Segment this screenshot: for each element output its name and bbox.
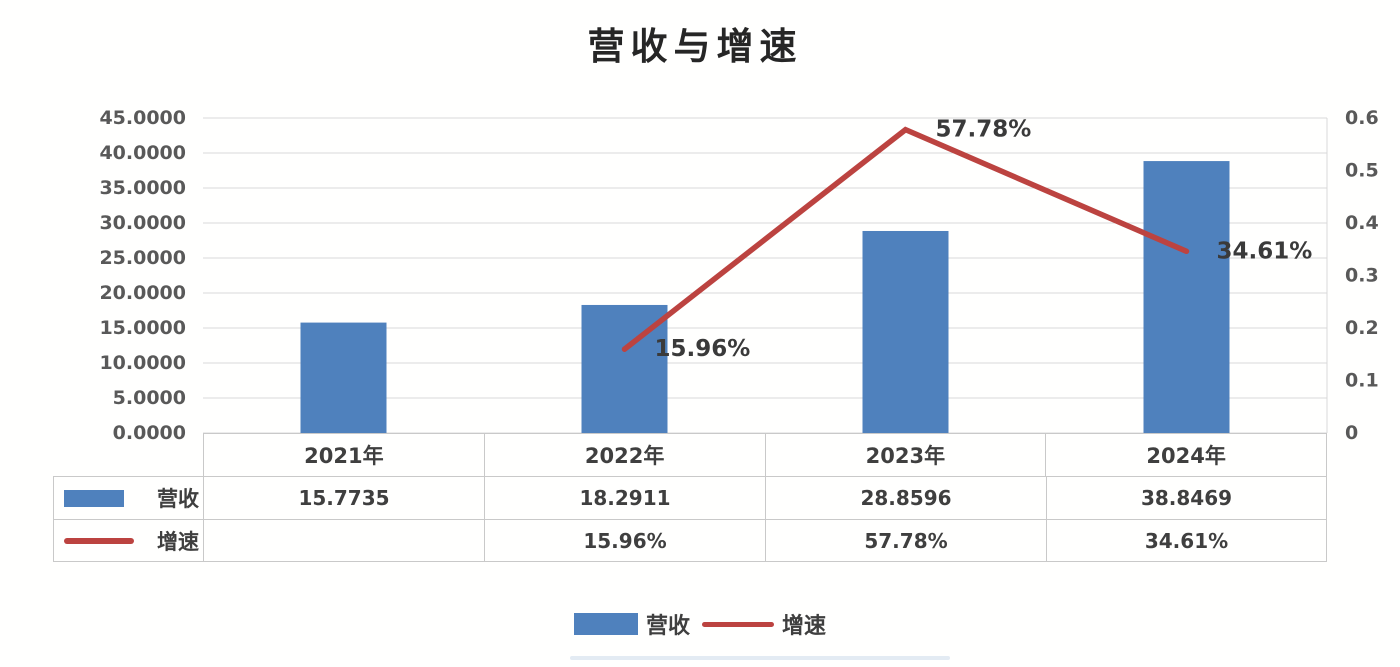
right-axis-tick-label: 0.3 [1345, 265, 1379, 287]
table-row-growth: 增速 15.96% 57.78% 34.61% [53, 519, 1327, 562]
right-axis-tick-label: 0.4 [1345, 212, 1379, 234]
right-axis-tick-label: 0 [1345, 422, 1358, 444]
bar-2023年 [862, 230, 949, 433]
left-axis-tick-label: 5.0000 [113, 387, 186, 409]
right-axis-tick-label: 0.1 [1345, 370, 1379, 392]
table-value-cell: 15.7735 [203, 477, 484, 519]
bar-2024年 [1143, 161, 1230, 433]
right-axis-tick-label: 0.2 [1345, 317, 1379, 339]
table-header-cell: 2024年 [1045, 434, 1327, 476]
table-value-cell: 15.96% [484, 520, 765, 561]
growth-row-label-cell: 增速 [53, 520, 203, 561]
right-axis-tick-label: 0.6 [1345, 107, 1379, 129]
table-value-cell: 57.78% [765, 520, 1046, 561]
line-point-label: 34.61% [1217, 238, 1313, 264]
revenue-row-label-cell: 营收 [53, 477, 203, 519]
table-value-cell: 28.8596 [765, 477, 1046, 519]
table-value-cell: 34.61% [1046, 520, 1327, 561]
table-header-cell: 2023年 [764, 434, 1046, 476]
left-axis-tick-label: 35.0000 [99, 177, 186, 199]
growth-swatch-icon [64, 537, 134, 544]
table-value-cell: 38.8469 [1046, 477, 1327, 519]
left-axis-tick-label: 0.0000 [113, 422, 186, 444]
growth-row-label: 增速 [157, 529, 199, 554]
legend-revenue-label: 营收 [645, 614, 690, 639]
legend-growth-label: 增速 [782, 614, 827, 639]
table-value-cell [203, 520, 484, 561]
table-value-cell: 18.2911 [484, 477, 765, 519]
revenue-row-label: 营收 [157, 487, 199, 511]
legend-revenue-swatch-icon [573, 613, 638, 635]
table-header-cell: 2022年 [483, 434, 765, 476]
legend-growth-swatch-icon [702, 621, 774, 627]
left-axis-tick-label: 40.0000 [99, 142, 186, 164]
left-axis-tick-label: 25.0000 [99, 247, 186, 269]
left-axis-tick-label: 15.0000 [99, 317, 186, 339]
table-header-row: 2021年 2022年 2023年 2024年 [203, 433, 1327, 476]
chart-legend: 营收 增速 [0, 607, 1400, 641]
line-point-label: 57.78% [936, 117, 1032, 143]
left-axis-tick-label: 30.0000 [99, 212, 186, 234]
left-axis-tick-label: 20.0000 [99, 282, 186, 304]
left-axis-tick-label: 45.0000 [99, 107, 186, 129]
right-axis-tick-label: 0.5 [1345, 160, 1379, 182]
chart-title: 营收与增速 [587, 24, 803, 68]
cropped-element-artifact [570, 656, 950, 660]
table-row-revenue: 营收 15.7735 18.2911 28.8596 38.8469 [53, 476, 1327, 519]
line-point-label: 15.96% [655, 336, 751, 362]
bar-2021年 [300, 322, 387, 433]
revenue-swatch-icon [64, 489, 124, 507]
left-axis-tick-label: 10.0000 [99, 352, 186, 374]
table-header-cell: 2021年 [203, 434, 484, 476]
growth-line [621, 126, 1190, 352]
